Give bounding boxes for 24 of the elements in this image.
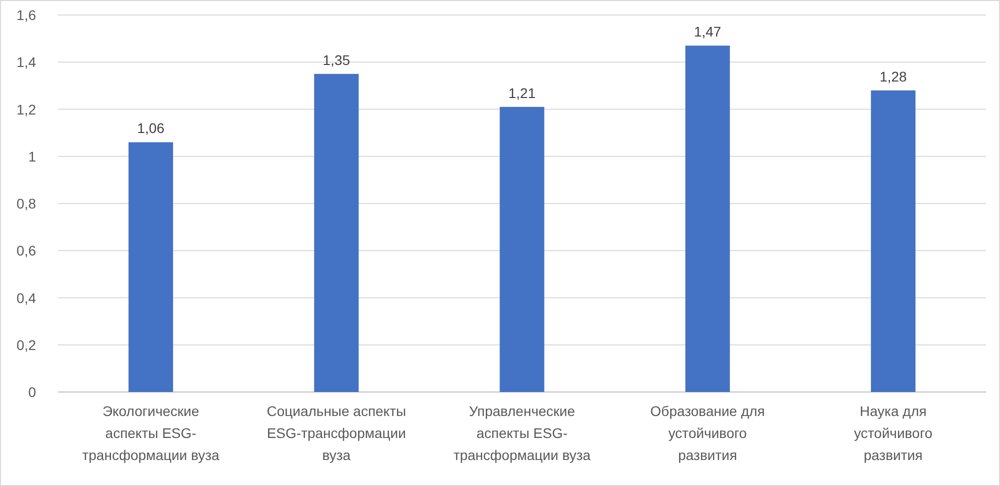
- x-tick-label: Социальные аспекты ESG-трансформации вуза: [266, 403, 406, 463]
- data-label: 1,47: [694, 24, 722, 40]
- bar: [870, 90, 916, 392]
- bar: [128, 142, 174, 392]
- y-tick-label: 0: [28, 384, 36, 400]
- data-label: 1,28: [880, 68, 908, 84]
- bar: [314, 74, 359, 392]
- y-tick-label: 0,6: [16, 242, 36, 259]
- x-tick-label: Наука для устойчивого развития: [854, 403, 933, 463]
- x-tick-label: Экологические аспекты ESG-трансформации вуза: [82, 403, 220, 463]
- y-tick-label: 1: [28, 148, 36, 164]
- y-tick-label: 0,8: [16, 196, 36, 212]
- x-tick-label: Управленческие аспекты ESG-трансформации вуза: [453, 403, 591, 463]
- y-tick-label: 0,2: [16, 336, 36, 353]
- data-label: 1,06: [137, 120, 165, 136]
- data-label: 1,21: [508, 84, 536, 101]
- y-tick-label: 0,4: [16, 290, 36, 306]
- x-tick-label: Образование для устойчивого развития: [650, 403, 765, 463]
- bar: [685, 46, 730, 392]
- y-tick-label: 1,4: [16, 54, 36, 70]
- data-label: 1,35: [322, 52, 350, 68]
- y-tick-label: 1,2: [16, 101, 36, 118]
- y-tick-label: 1,6: [16, 7, 36, 23]
- bar: [500, 106, 544, 392]
